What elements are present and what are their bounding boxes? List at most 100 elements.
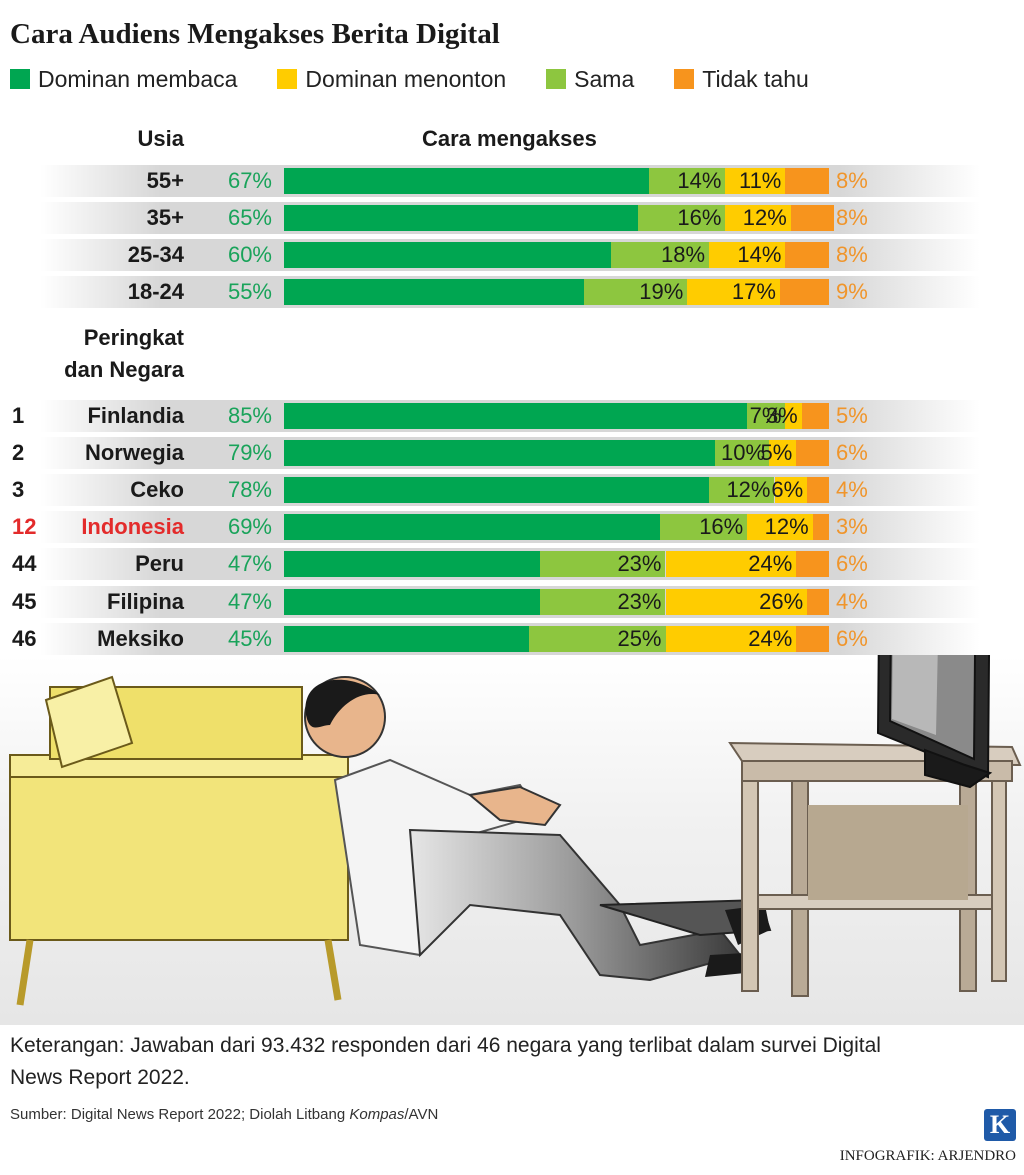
value-label-tidak-tahu: 3% [836, 514, 868, 540]
bar-segment-membaca [284, 440, 715, 467]
tv-viewer-illustration [0, 655, 1024, 1025]
row-label: 55+ [146, 168, 184, 193]
value-label: 12% [726, 477, 771, 503]
row-label: Meksiko [97, 625, 184, 651]
bar-segment-sama: 23% [540, 551, 666, 578]
value-label-tidak-tahu: 4% [836, 588, 868, 614]
source-prefix: Sumber: Digital News Report 2022; Diolah… [10, 1106, 350, 1123]
legend-label: Dominan membaca [38, 65, 238, 92]
legend-swatch [674, 69, 695, 89]
bar-segment-tidak-tahu [796, 551, 829, 578]
bar-segment-membaca [284, 403, 748, 429]
bar-segment-menonton: 17% [687, 279, 780, 306]
age-header: Usia [137, 126, 184, 151]
kompas-logo: K [984, 1109, 1016, 1141]
bar-segment-menonton: 24% [665, 551, 797, 578]
access-header: Cara mengakses [422, 126, 597, 151]
bar-segment-menonton: 11% [725, 168, 786, 194]
bar-segment-membaca [284, 205, 639, 232]
value-label-membaca: 85% [227, 403, 272, 428]
value-label: 16% [699, 514, 744, 540]
value-label-tidak-tahu: 6% [836, 625, 868, 651]
row-label: Indonesia [81, 514, 184, 540]
bar-segment-menonton: 24% [665, 625, 797, 652]
value-label-tidak-tahu: 5% [836, 403, 868, 428]
row-rank: 1 [12, 403, 25, 428]
legend-label: Tidak tahu [702, 65, 809, 92]
bar-segment-membaca [284, 514, 661, 541]
bar-segment-menonton: 26% [665, 588, 808, 615]
row-rank: 46 [12, 625, 37, 651]
value-label: 7% [749, 403, 782, 428]
bar-segment-menonton: 6% [771, 477, 808, 504]
bar-segment-membaca [284, 625, 530, 652]
legend-item: Sama [546, 66, 634, 93]
legend-swatch [546, 69, 567, 89]
row-label: Finlandia [87, 403, 184, 428]
bar-segment-sama: 19% [583, 279, 688, 306]
bar-segment-sama: 7% [747, 403, 786, 429]
value-label-membaca: 78% [227, 477, 272, 503]
bar-segment-sama: 10% [714, 440, 770, 467]
bar-segment-membaca [284, 551, 541, 578]
value-label-tidak-tahu: 9% [836, 279, 868, 305]
bar-segment-tidak-tahu [796, 625, 829, 652]
bar-segment-menonton: 12% [725, 205, 791, 232]
value-label: 26% [759, 588, 804, 614]
row-rank: 3 [12, 477, 25, 503]
note-text: Jawaban dari 93.432 responden dari 46 ne… [10, 1034, 881, 1089]
legend-item: Tidak tahu [674, 66, 809, 93]
bar-segment-sama: 18% [611, 242, 710, 269]
row-label: Filipina [107, 588, 184, 614]
bar-segment-menonton: 14% [709, 242, 786, 269]
value-label: 3% [765, 403, 798, 428]
bar-segment-menonton: 3% [766, 403, 802, 429]
row-label: Peru [135, 551, 184, 577]
bar-segment-tidak-tahu [807, 477, 829, 504]
value-label: 11% [738, 168, 782, 193]
row-rank: 2 [12, 440, 25, 466]
bar-segment-sama: 14% [649, 168, 726, 194]
value-label-membaca: 47% [227, 588, 272, 614]
bar-segment-menonton: 5% [761, 440, 797, 467]
row-rank: 44 [12, 551, 37, 577]
value-label-tidak-tahu: 6% [836, 440, 868, 466]
bar-segment-membaca [284, 168, 650, 194]
value-label-membaca: 65% [227, 205, 272, 231]
television [876, 655, 993, 789]
value-label: 12% [742, 205, 787, 231]
value-label: 5% [760, 440, 793, 466]
country-header: Peringkat dan Negara [64, 322, 184, 386]
bar-segment-tidak-tahu [796, 440, 829, 467]
bar-segment-sama: 16% [660, 514, 748, 541]
row-label: 35+ [146, 205, 184, 231]
note-label: Keterangan: [10, 1034, 125, 1057]
legend-item: Dominan menonton [277, 66, 506, 93]
bar-segment-sama: 12% [709, 477, 775, 504]
value-label-tidak-tahu: 8% [836, 205, 868, 231]
bar-segment-tidak-tahu [807, 588, 829, 615]
country-header-line2: dan Negara [64, 357, 184, 382]
value-label-tidak-tahu: 8% [836, 242, 868, 268]
row-label: Ceko [130, 477, 184, 503]
bar-segment-menonton: 12% [747, 514, 813, 541]
value-label-membaca: 60% [227, 242, 272, 268]
bar-segment-membaca [284, 242, 611, 269]
bar-segment-tidak-tahu [779, 279, 829, 306]
value-label-tidak-tahu: 6% [836, 551, 868, 577]
sofa [9, 675, 349, 1006]
value-label: 10% [721, 440, 766, 466]
man-figure [304, 676, 772, 982]
bar-segment-sama: 23% [540, 588, 666, 615]
legend-label: Dominan menonton [305, 65, 507, 92]
value-label: 12% [764, 514, 809, 540]
source: Sumber: Digital News Report 2022; Diolah… [10, 1106, 438, 1123]
legend: Dominan membaca Dominan menonton Sama Tidak… [10, 66, 849, 92]
legend-swatch [277, 69, 298, 89]
bar-segment-tidak-tahu [785, 242, 829, 269]
bar-segment-tidak-tahu [785, 168, 829, 194]
country-header-line1: Peringkat [83, 325, 184, 350]
row-label: 25-34 [127, 242, 184, 268]
legend-swatch [10, 69, 30, 89]
value-label-membaca: 47% [227, 551, 272, 577]
